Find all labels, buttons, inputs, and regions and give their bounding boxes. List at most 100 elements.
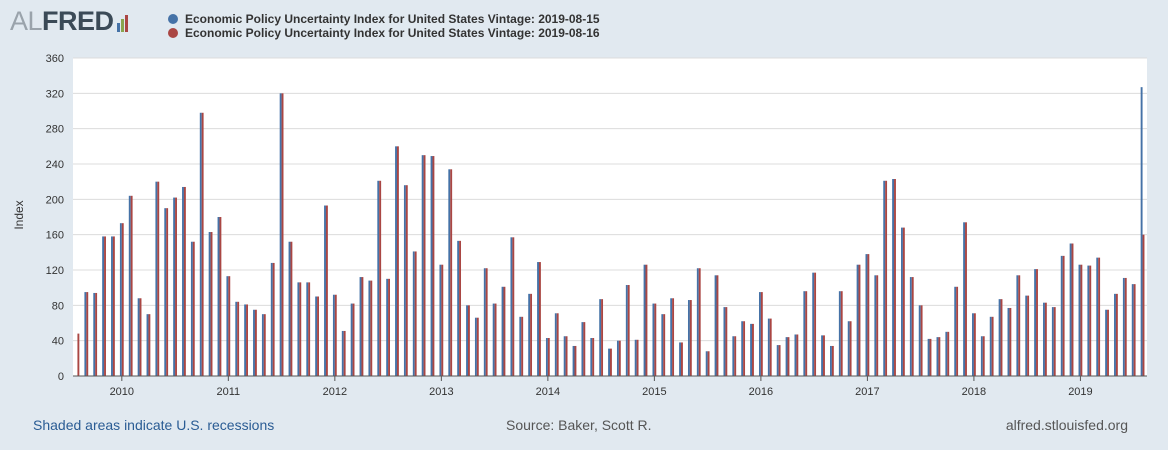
bar <box>104 236 106 376</box>
bar <box>226 276 229 376</box>
bar <box>244 304 247 376</box>
legend-item-vintage-0816[interactable]: Economic Policy Uncertainty Index for Un… <box>168 26 600 40</box>
bar <box>501 286 504 376</box>
bar <box>672 298 675 376</box>
bar <box>332 294 335 376</box>
bar <box>929 338 932 376</box>
bar <box>652 303 655 376</box>
bar <box>237 301 240 376</box>
bar <box>388 278 390 376</box>
bar <box>787 337 790 376</box>
bar <box>956 286 959 376</box>
site-link[interactable]: alfred.stlouisfed.org <box>1005 417 1128 433</box>
bar <box>856 264 859 376</box>
bar <box>235 301 238 376</box>
bar <box>1124 277 1127 376</box>
bar <box>119 223 122 376</box>
bar <box>130 195 133 376</box>
bar <box>341 330 344 376</box>
bar <box>927 338 930 376</box>
chart-legend: Economic Policy Uncertainty Index for Un… <box>168 12 600 40</box>
bar <box>317 296 319 376</box>
bar <box>432 156 435 376</box>
bar <box>485 268 488 376</box>
bar <box>352 303 355 376</box>
bar <box>1009 307 1012 376</box>
bar <box>325 205 328 376</box>
x-tick-label: 2018 <box>962 386 986 398</box>
bar <box>1140 87 1143 377</box>
bar <box>590 338 593 376</box>
bar <box>84 292 87 376</box>
y-tick-label: 280 <box>46 124 64 136</box>
bar <box>474 317 477 376</box>
bar <box>324 205 326 376</box>
bar <box>858 264 861 376</box>
bar <box>663 314 666 376</box>
bar <box>681 342 683 376</box>
bar <box>1107 309 1109 376</box>
bar <box>128 195 131 376</box>
bar <box>261 314 264 376</box>
bar <box>556 313 559 376</box>
bar <box>972 313 974 376</box>
bar <box>361 277 364 376</box>
bar <box>1016 275 1019 376</box>
bar <box>219 217 222 376</box>
bar <box>290 241 293 376</box>
bar <box>1131 284 1134 376</box>
bar <box>412 251 415 376</box>
bar <box>645 264 648 376</box>
bar <box>963 222 966 376</box>
bar <box>643 264 646 376</box>
bar <box>1071 243 1074 376</box>
logo-prefix: AL <box>10 6 43 36</box>
bar <box>847 321 850 376</box>
bar <box>954 286 957 376</box>
bar <box>263 314 266 376</box>
legend-item-vintage-0815[interactable]: Economic Policy Uncertainty Index for Un… <box>168 12 600 26</box>
recessions-note-link[interactable]: Shaded areas indicate U.S. recessions <box>33 417 275 433</box>
bar <box>175 197 177 376</box>
bar <box>405 185 408 376</box>
bar <box>279 93 282 376</box>
bar <box>998 299 1001 376</box>
bar <box>876 275 879 376</box>
bar <box>805 291 808 376</box>
bar <box>253 309 255 376</box>
bar <box>1142 234 1145 376</box>
bar <box>201 112 204 377</box>
bar <box>228 276 231 376</box>
bar <box>1122 277 1125 376</box>
bar <box>689 300 692 376</box>
x-tick-label: 2019 <box>1068 386 1092 398</box>
bar <box>616 340 619 376</box>
bar <box>359 277 362 376</box>
bar <box>1051 307 1054 376</box>
bar <box>1044 302 1047 376</box>
bar <box>610 348 612 376</box>
bar <box>634 339 637 376</box>
bar <box>687 300 690 376</box>
bar <box>457 240 460 376</box>
bar <box>217 217 220 376</box>
bar <box>111 236 113 376</box>
bar <box>901 227 903 376</box>
bar <box>297 282 300 376</box>
x-tick-label: 2011 <box>217 386 241 398</box>
bar <box>821 335 824 376</box>
bar <box>254 309 257 376</box>
bar <box>732 336 735 376</box>
bar <box>794 334 797 376</box>
bar <box>93 292 96 376</box>
bar <box>625 285 628 376</box>
bar <box>670 298 673 376</box>
bar <box>102 236 105 376</box>
plot-area <box>73 58 1147 376</box>
bar <box>1060 255 1063 376</box>
fred-logo[interactable]: AL FRED <box>10 6 128 36</box>
bar <box>370 280 373 376</box>
bar <box>565 336 568 376</box>
bar <box>750 323 753 376</box>
bar <box>148 314 151 376</box>
